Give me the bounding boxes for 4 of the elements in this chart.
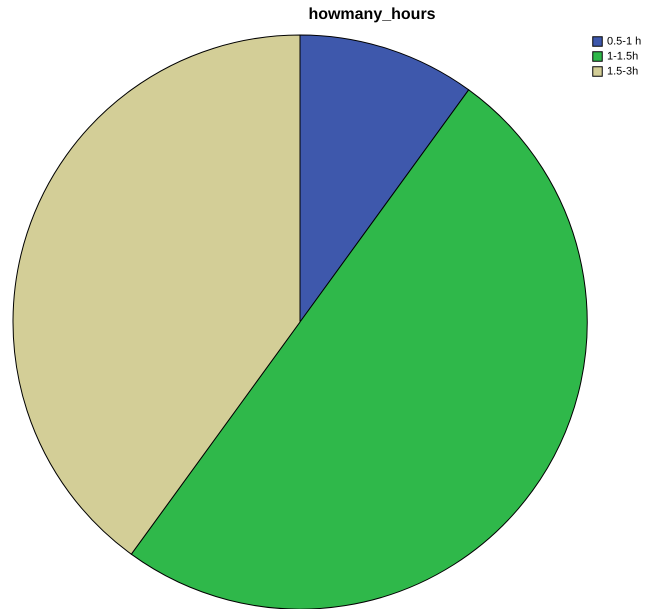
legend-label: 0.5-1 h	[607, 36, 642, 48]
legend-label: 1-1.5h	[607, 50, 638, 62]
legend-label: 1.5-3h	[607, 66, 638, 78]
chart-title: howmany_hours	[308, 6, 436, 23]
